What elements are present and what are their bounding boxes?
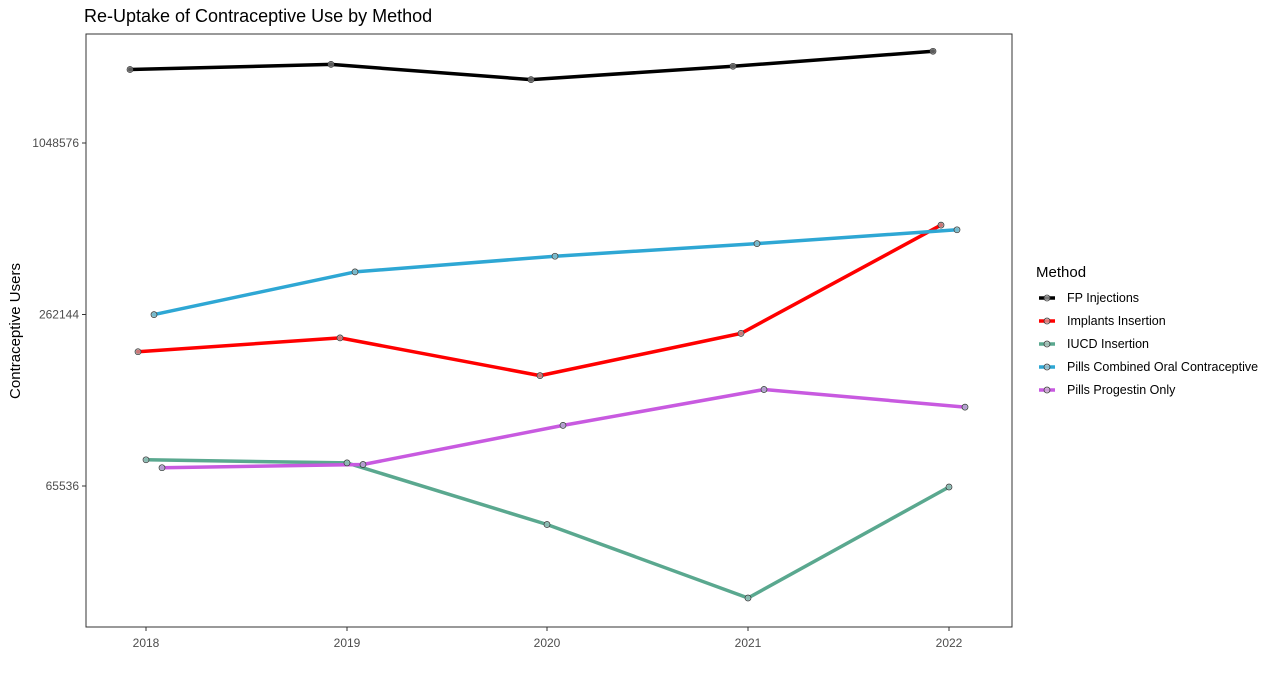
data-point-fp-injections: [929, 47, 937, 55]
data-point-core-iucd-insertion: [946, 484, 952, 490]
data-point-core-pills-combined-oral-contraceptive: [151, 312, 157, 317]
x-tick-label: 2021: [735, 636, 762, 650]
data-point-core-iucd-insertion: [544, 522, 550, 527]
data-point-pills-progestin-only: [359, 461, 367, 468]
plot-panel: [85, 33, 1013, 628]
y-axis: 65536 262144 1048576: [32, 136, 86, 493]
legend-label-pills-progestin-only: Pills Progestin Only: [1067, 383, 1176, 397]
legend-label-pills-combined-oral-contraceptive: Pills Combined Oral Contraceptive: [1067, 360, 1258, 374]
data-point-fp-injections: [126, 66, 134, 73]
data-point-implants-insertion: [134, 348, 142, 356]
data-point-core-iucd-insertion: [143, 457, 149, 462]
x-axis: 2018 2019 2020 2021 2022: [133, 627, 963, 650]
legend-label-fp-injections: FP Injections: [1067, 291, 1139, 305]
data-point-core-implants-insertion: [738, 331, 744, 336]
series-points: [126, 47, 969, 602]
x-tick-label: 2020: [534, 636, 561, 650]
y-axis-label: Contraceptive Users: [7, 263, 24, 399]
x-tick-label: 2018: [133, 636, 160, 650]
legend-title: Method: [1036, 264, 1086, 281]
data-point-pills-progestin-only: [559, 422, 567, 429]
data-point-core-pills-progestin-only: [761, 387, 767, 392]
data-point-core-pills-progestin-only: [962, 404, 968, 410]
y-tick-label: 65536: [46, 479, 80, 493]
data-point-iucd-insertion: [343, 459, 351, 467]
legend-key-point-pills-progestin-only: [1043, 386, 1051, 394]
data-point-core-pills-combined-oral-contraceptive: [352, 269, 358, 275]
data-point-fp-injections: [327, 61, 335, 68]
data-point-pills-combined-oral-contraceptive: [551, 252, 559, 260]
data-point-core-implants-insertion: [938, 222, 944, 228]
data-point-implants-insertion: [536, 372, 544, 379]
data-point-iucd-insertion: [945, 483, 953, 491]
data-point-core-pills-progestin-only: [360, 462, 366, 467]
data-point-pills-combined-oral-contraceptive: [753, 240, 761, 247]
data-point-core-iucd-insertion: [745, 595, 751, 601]
data-point-fp-injections: [729, 62, 737, 70]
x-tick-label: 2022: [936, 636, 963, 650]
data-point-pills-combined-oral-contraceptive: [953, 226, 961, 234]
data-point-pills-progestin-only: [158, 464, 166, 472]
data-point-core-implants-insertion: [337, 335, 343, 341]
data-point-core-fp-injections: [730, 64, 736, 69]
legend-key-point-implants-insertion: [1043, 317, 1051, 325]
y-tick-label: 1048576: [32, 136, 79, 150]
data-point-core-pills-combined-oral-contraceptive: [552, 254, 558, 259]
data-point-iucd-insertion: [142, 456, 150, 464]
data-point-pills-combined-oral-contraceptive: [150, 311, 158, 318]
data-point-iucd-insertion: [543, 521, 551, 528]
data-point-pills-combined-oral-contraceptive: [351, 268, 359, 276]
chart-title: Re-Uptake of Contraceptive Use by Method: [84, 6, 432, 26]
data-point-core-pills-progestin-only: [159, 465, 165, 470]
data-point-core-pills-combined-oral-contraceptive: [954, 227, 960, 232]
legend-key-point-fp-injections: [1043, 294, 1051, 302]
data-point-core-implants-insertion: [135, 349, 141, 354]
data-point-implants-insertion: [937, 221, 945, 229]
x-tick-label: 2019: [334, 636, 361, 650]
data-point-core-fp-injections: [930, 49, 936, 54]
data-point-implants-insertion: [336, 334, 344, 342]
legend-items: FP Injections Implants Insertion IUCD Inse…: [1039, 291, 1258, 397]
data-point-core-fp-injections: [528, 77, 534, 82]
data-point-core-pills-combined-oral-contraceptive: [754, 241, 760, 246]
legend-key-point-iucd-insertion: [1043, 340, 1051, 348]
data-point-fp-injections: [527, 76, 535, 83]
data-point-implants-insertion: [737, 330, 745, 337]
legend: Method FP Injections Implants Insertion IU…: [1036, 264, 1258, 397]
data-point-core-fp-injections: [127, 67, 133, 72]
y-tick-label: 262144: [39, 308, 79, 322]
data-point-iucd-insertion: [744, 594, 752, 602]
data-point-core-pills-progestin-only: [560, 423, 566, 428]
data-point-pills-progestin-only: [961, 403, 969, 411]
data-point-pills-progestin-only: [760, 386, 768, 393]
legend-key-point-pills-combined-oral-contraceptive: [1043, 363, 1051, 371]
data-point-core-iucd-insertion: [344, 460, 350, 466]
legend-label-iucd-insertion: IUCD Insertion: [1067, 337, 1149, 351]
data-point-core-implants-insertion: [537, 373, 543, 378]
legend-label-implants-insertion: Implants Insertion: [1067, 314, 1166, 328]
data-point-core-fp-injections: [328, 62, 334, 67]
